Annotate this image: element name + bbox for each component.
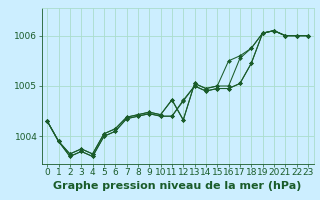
- X-axis label: Graphe pression niveau de la mer (hPa): Graphe pression niveau de la mer (hPa): [53, 181, 302, 191]
